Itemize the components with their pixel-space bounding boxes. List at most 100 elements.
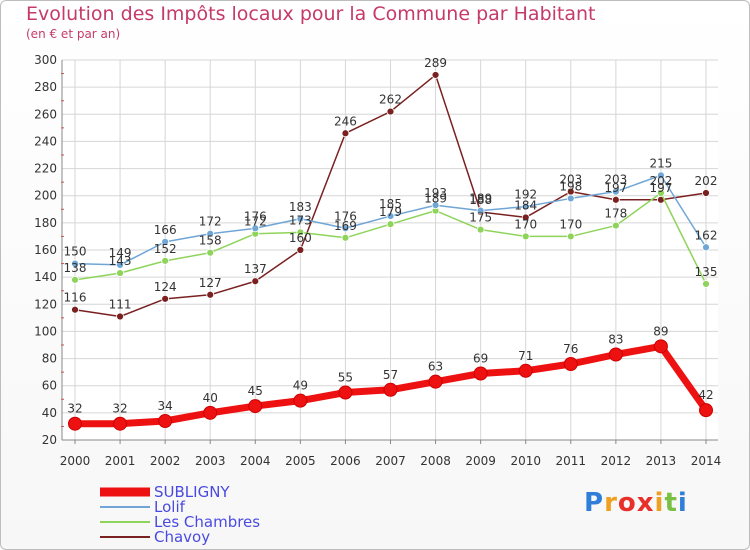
data-label: 170 (514, 217, 537, 231)
legend-label: Les Chambres (154, 513, 260, 531)
data-label: 188 (469, 193, 492, 207)
data-point (296, 214, 305, 223)
data-label: 160 (289, 231, 312, 245)
data-point (386, 220, 395, 229)
data-point (699, 403, 713, 418)
x-tick-label: 2004 (240, 454, 271, 468)
data-label: 138 (64, 261, 87, 275)
data-label: 172 (199, 215, 222, 229)
data-label: 166 (154, 223, 177, 237)
data-point (428, 374, 443, 389)
y-tick-label: 240 (34, 134, 57, 148)
series-layer (68, 71, 713, 431)
data-label: 193 (424, 186, 447, 200)
data-label: 176 (334, 209, 357, 223)
y-tick-label: 200 (34, 189, 57, 203)
logo-letter: r (604, 488, 618, 518)
y-tick-label: 40 (42, 406, 57, 420)
data-point (203, 405, 218, 420)
data-label: 137 (244, 262, 267, 276)
data-point (383, 382, 398, 397)
data-point (611, 187, 620, 196)
data-label: 150 (64, 245, 87, 259)
data-point (161, 294, 170, 303)
data-point (161, 256, 170, 265)
data-label: 202 (649, 174, 672, 188)
x-tick-label: 2007 (375, 454, 406, 468)
axes: 2040608010012014016018020022024026028030… (34, 53, 721, 468)
x-tick-label: 2012 (601, 454, 632, 468)
data-point (161, 237, 170, 246)
data-point (296, 246, 305, 254)
data-label: 55 (338, 371, 353, 385)
data-point (206, 229, 215, 238)
y-tick-label: 20 (42, 433, 57, 447)
chart-subtitle: (en € et par an) (26, 27, 121, 41)
x-tick-label: 2013 (646, 454, 677, 468)
data-point (116, 261, 124, 269)
y-tick-label: 160 (34, 243, 57, 257)
logo-letter: o (617, 488, 637, 518)
data-point (653, 339, 668, 354)
data-point (113, 416, 128, 431)
data-point (158, 414, 173, 428)
data-point (341, 129, 350, 138)
data-label: 69 (473, 352, 488, 366)
data-point (431, 71, 440, 79)
data-label: 45 (248, 384, 263, 398)
data-point (521, 202, 530, 211)
logo-letter: x (636, 488, 655, 518)
data-point (116, 312, 124, 321)
data-point (341, 224, 350, 233)
data-label: 202 (695, 174, 718, 188)
data-label: 198 (559, 179, 582, 193)
data-label: 111 (109, 298, 132, 312)
y-tick-label: 280 (34, 80, 57, 94)
data-label: 143 (109, 254, 132, 268)
data-point (518, 363, 533, 378)
logo-letter: i (654, 488, 665, 518)
x-tick-label: 2014 (691, 454, 722, 468)
data-label: 184 (514, 198, 537, 212)
data-label: 63 (428, 360, 443, 374)
data-label: 49 (293, 379, 308, 393)
data-point (206, 248, 215, 257)
data-label: 183 (289, 200, 312, 214)
y-tick-label: 180 (34, 216, 57, 230)
legend-label: SUBLIGNY (154, 483, 230, 501)
data-label: 189 (424, 192, 447, 206)
x-tick-label: 2010 (510, 454, 541, 468)
y-tick-label: 260 (34, 107, 57, 121)
data-label: 197 (649, 181, 672, 195)
legend-label: Chavoy (154, 528, 210, 546)
data-label: 152 (154, 242, 177, 256)
data-label: 172 (244, 215, 267, 229)
x-tick-label: 2001 (105, 454, 136, 468)
data-label: 197 (604, 181, 627, 195)
data-point (563, 357, 578, 371)
y-tick-label: 220 (34, 162, 57, 176)
data-label: 175 (469, 211, 492, 225)
data-point (341, 233, 350, 242)
data-point (71, 275, 79, 284)
data-point (473, 366, 488, 381)
data-point (611, 195, 620, 204)
y-tick-label: 100 (34, 324, 57, 338)
x-tick-label: 2000 (60, 454, 91, 468)
data-point (116, 269, 124, 277)
data-point (521, 232, 530, 241)
data-point (702, 243, 710, 252)
data-label: 158 (199, 234, 222, 248)
logo-letter: i (677, 488, 688, 518)
y-tick-label: 80 (42, 352, 57, 366)
y-tick-label: 120 (34, 297, 57, 311)
data-point (338, 385, 353, 400)
data-point (248, 399, 263, 414)
data-point (521, 213, 530, 222)
data-label: 215 (649, 156, 672, 170)
data-label: 32 (67, 402, 82, 416)
data-label: 76 (563, 342, 578, 356)
x-tick-label: 2008 (420, 454, 451, 468)
data-point (431, 201, 440, 210)
